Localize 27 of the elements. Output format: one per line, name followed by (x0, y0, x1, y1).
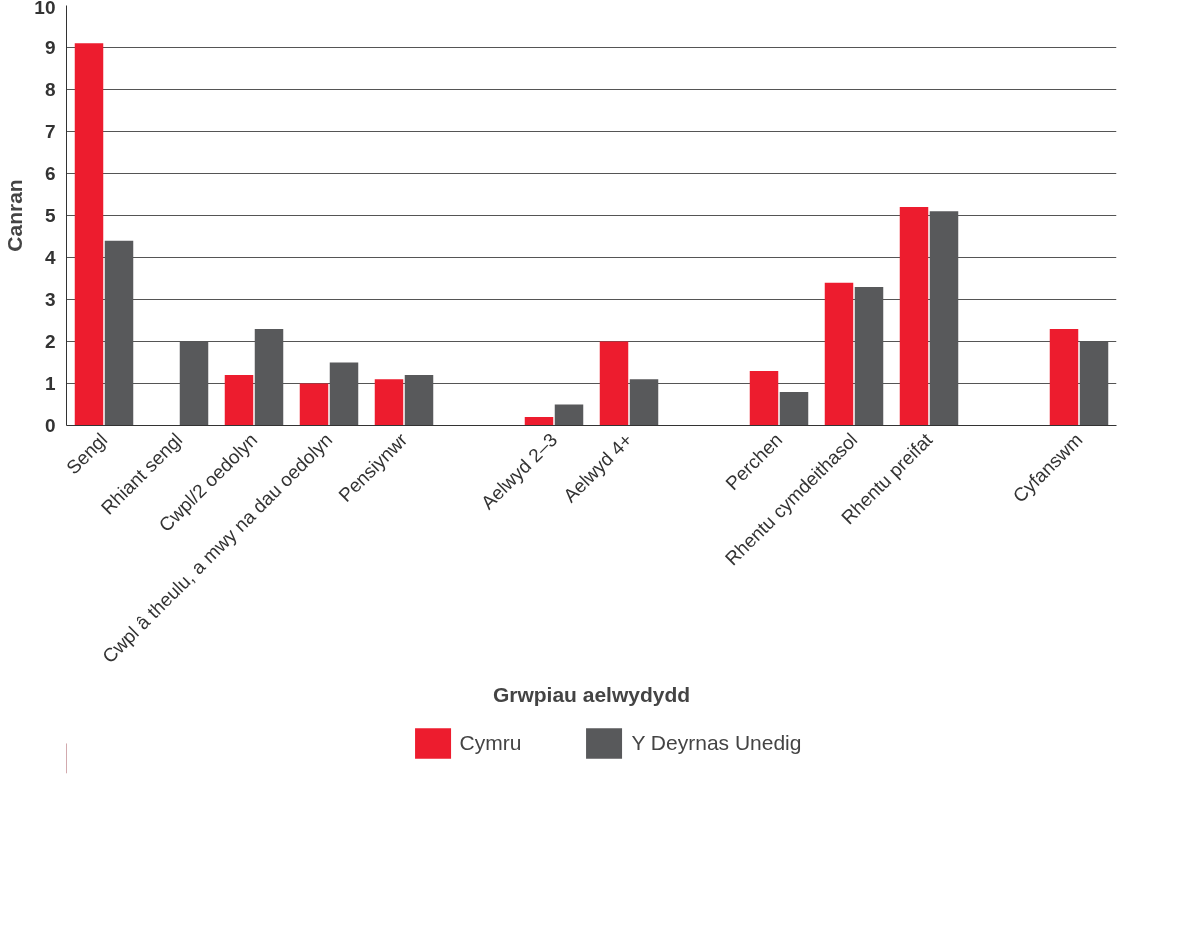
bar (224, 375, 254, 426)
x-axis-title: Grwpiau aelwydydd (492, 682, 691, 706)
bar (824, 282, 854, 426)
y-axis-title: Canran (3, 179, 27, 252)
bar (749, 370, 779, 426)
bar (299, 383, 329, 426)
bar (599, 341, 629, 426)
bar (779, 391, 809, 426)
y-tick-label: 10 (34, 0, 56, 18)
bar (524, 417, 554, 426)
y-tick-label: 3 (44, 289, 56, 310)
y-tick-label: 7 (44, 121, 56, 142)
y-tick-label: 1 (44, 373, 56, 394)
bar (374, 379, 404, 426)
bar (1049, 328, 1079, 426)
y-tick-label: 8 (44, 79, 56, 100)
bar (899, 207, 929, 426)
bar (74, 43, 104, 426)
legend-label: Cymru (459, 731, 522, 755)
y-tick-label: 4 (44, 247, 56, 268)
legend-label: Y Deyrnas Unedig (631, 731, 802, 755)
y-tick-label: 0 (44, 415, 56, 436)
y-tick-label: 2 (44, 331, 56, 352)
y-tick-label: 5 (44, 205, 56, 226)
bar (554, 404, 584, 426)
y-tick-label: 6 (44, 163, 56, 184)
y-tick-label: 9 (44, 37, 56, 58)
